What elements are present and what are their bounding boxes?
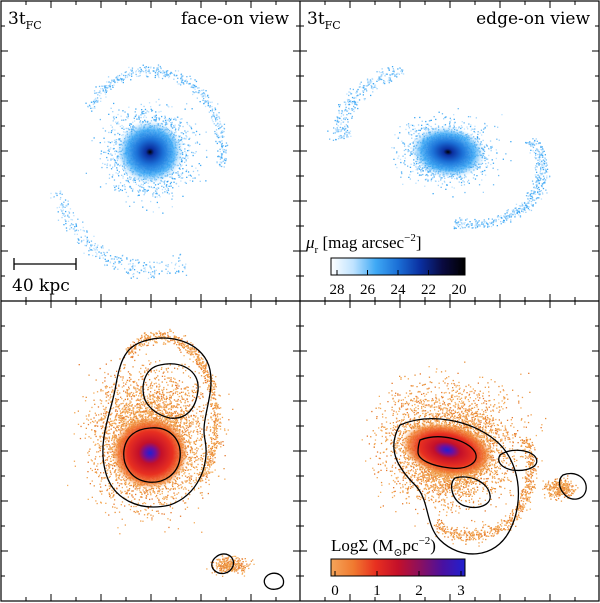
top-right-time-label: 3tFC: [307, 9, 341, 32]
edge-on-contours: [393, 418, 587, 555]
bottom-colorbar-tick-label: 1: [373, 583, 381, 599]
top-colorbar-tick-label: 20: [452, 282, 467, 298]
bottom-colorbar: [330, 558, 466, 577]
scale-bar-label: 40 kpc: [12, 276, 70, 296]
face-on-core: [116, 120, 184, 184]
edge-on-core: [410, 125, 486, 179]
bottom-colorbar-tick-label: 0: [331, 583, 339, 599]
edge-on-density-core: [401, 422, 493, 478]
top-left-view-label: face-on view: [181, 9, 289, 29]
top-right-view-label: edge-on view: [476, 9, 590, 29]
top-colorbar-tick-marks: [336, 270, 460, 275]
bottom-colorbar-tick-label: 2: [415, 583, 423, 599]
top-left-time-label: 3tFC: [8, 9, 42, 32]
face-on-contours: [102, 337, 285, 590]
top-colorbar-tick-label: 22: [421, 282, 436, 298]
top-colorbar-tick-label: 24: [391, 282, 407, 298]
bottom-colorbar-title: LogΣ (M⊙pc−2): [331, 535, 436, 559]
top-colorbar-tick-label: 28: [330, 282, 345, 298]
bottom-colorbar-tick-label: 3: [457, 583, 465, 599]
scale-bar: [13, 258, 77, 270]
bottom-colorbar-tick-marks: [334, 571, 462, 576]
top-colorbar-title: μr [mag arcsec−2]: [305, 232, 422, 256]
top-colorbar-tick-label: 26: [360, 282, 376, 298]
